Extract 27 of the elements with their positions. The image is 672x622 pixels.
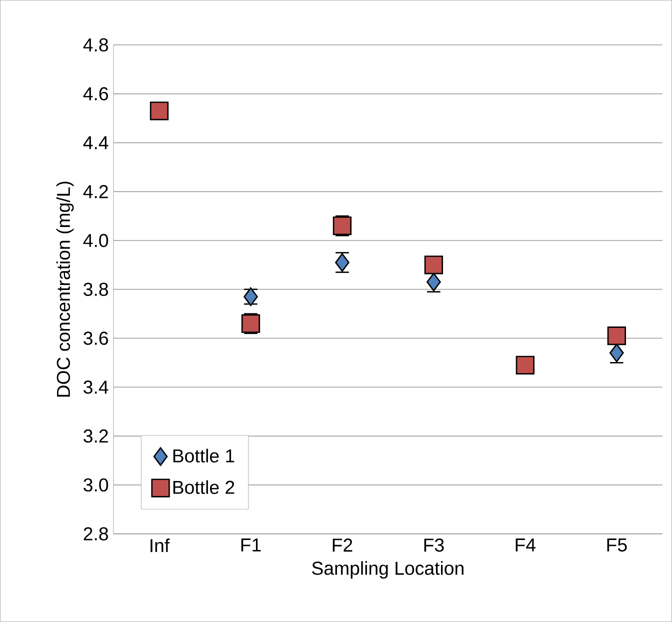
x-tick-label: F1 bbox=[241, 538, 261, 552]
x-tick-label: F3 bbox=[424, 538, 444, 552]
point bbox=[516, 356, 534, 374]
y-tick-label: 3.2 bbox=[84, 429, 108, 443]
point bbox=[150, 102, 169, 120]
y-tick-label: 4.2 bbox=[83, 185, 108, 198]
y-tick-label: 3.6 bbox=[84, 332, 108, 345]
point bbox=[607, 326, 626, 346]
legend-label: Bottle 1 bbox=[173, 448, 234, 462]
y-tick-label: 3.8 bbox=[84, 282, 108, 296]
point bbox=[426, 272, 441, 292]
x-tick-label: F4 bbox=[516, 538, 536, 552]
x-tick-label: Inf bbox=[150, 538, 170, 552]
y-tick-label: 4.4 bbox=[83, 136, 108, 150]
x-axis-title: Sampling Location bbox=[312, 561, 464, 579]
y-axis-title: DOC concentration (mg/L) bbox=[56, 182, 74, 397]
y-tick-label: 3.0 bbox=[84, 478, 108, 492]
y-tick-label: 3.4 bbox=[84, 380, 108, 394]
point bbox=[610, 344, 624, 362]
y-tick-label: 4.0 bbox=[83, 234, 108, 248]
point bbox=[424, 256, 444, 274]
y-tick-label: 2.8 bbox=[84, 527, 108, 540]
y-tick-label: 4.6 bbox=[83, 87, 108, 100]
legend-label: Bottle 2 bbox=[173, 480, 234, 494]
x-tick-label: F5 bbox=[607, 538, 627, 552]
x-tick-label: F2 bbox=[332, 538, 352, 552]
y-tick-label: 4.8 bbox=[83, 38, 108, 52]
